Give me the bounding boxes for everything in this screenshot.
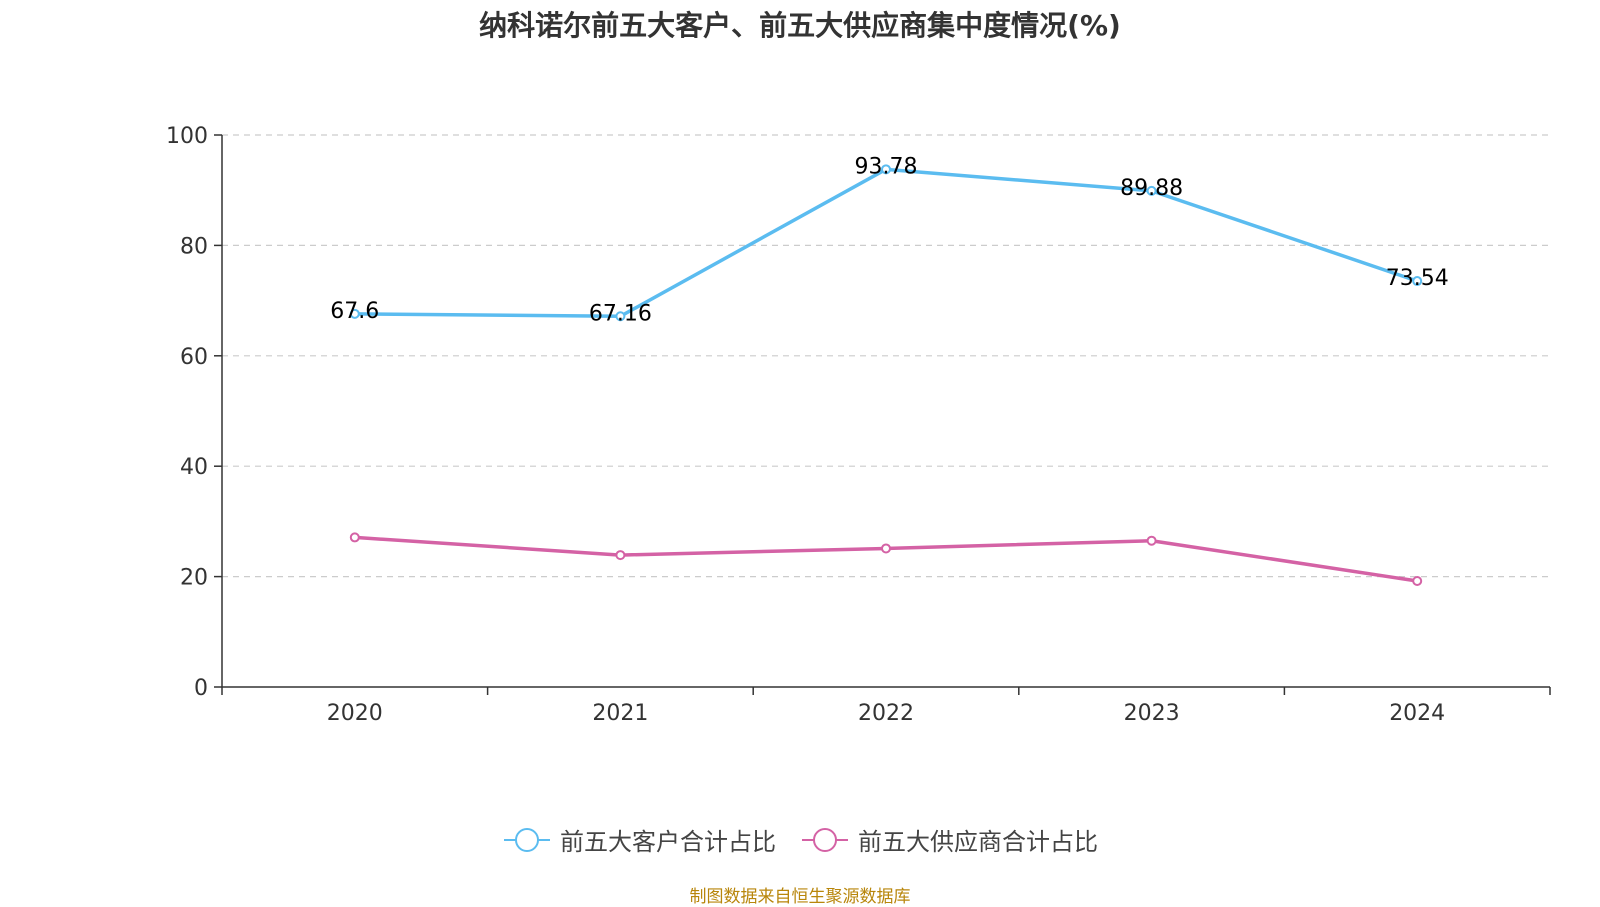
legend-label-suppliers: 前五大供应商合计占比 [858,828,1098,856]
data-point [1412,576,1423,587]
x-tick-label: 2023 [1124,701,1180,726]
data-point [615,550,626,561]
data-point [881,543,891,554]
x-tick-label: 2020 [327,701,383,726]
data-point [349,308,360,319]
series-line-0 [354,167,1418,319]
y-tick-label: 100 [166,124,208,149]
data-point [615,311,626,322]
legend-marker-customers [504,827,550,852]
data-label: 89.88 [1120,176,1183,201]
y-tick-label: 60 [180,345,208,370]
legend-label-customers: 前五大客户合计占比 [560,828,776,856]
data-point [881,164,891,175]
y-tick-label: 20 [180,566,208,591]
source-note: 制图数据来自恒生聚源数据库 [689,887,911,907]
chart-title: 纳科诺尔前五大客户、前五大供应商集中度情况(%) [479,9,1121,42]
x-tick-label: 2021 [592,701,648,726]
data-point [1412,276,1423,287]
y-tick-label: 80 [180,234,208,259]
data-label: 93.78 [855,154,918,179]
x-tick-label: 2024 [1389,701,1445,726]
data-label: 67.6 [330,299,379,324]
y-tick-label: 0 [194,676,208,701]
data-point [349,532,360,543]
y-tick-label: 40 [180,455,208,480]
data-label: 73.54 [1386,266,1449,291]
data-point [1146,535,1157,546]
legend-item-suppliers[interactable]: 前五大供应商合计占比 [800,822,1098,857]
legend-marker-suppliers [802,827,848,852]
legend: 前五大客户合计占比 前五大供应商合计占比 [0,822,1600,857]
legend-item-customers[interactable]: 前五大客户合计占比 [502,822,776,857]
data-point [1146,185,1157,196]
data-label: 67.16 [589,301,652,326]
x-tick-label: 2022 [858,701,914,726]
